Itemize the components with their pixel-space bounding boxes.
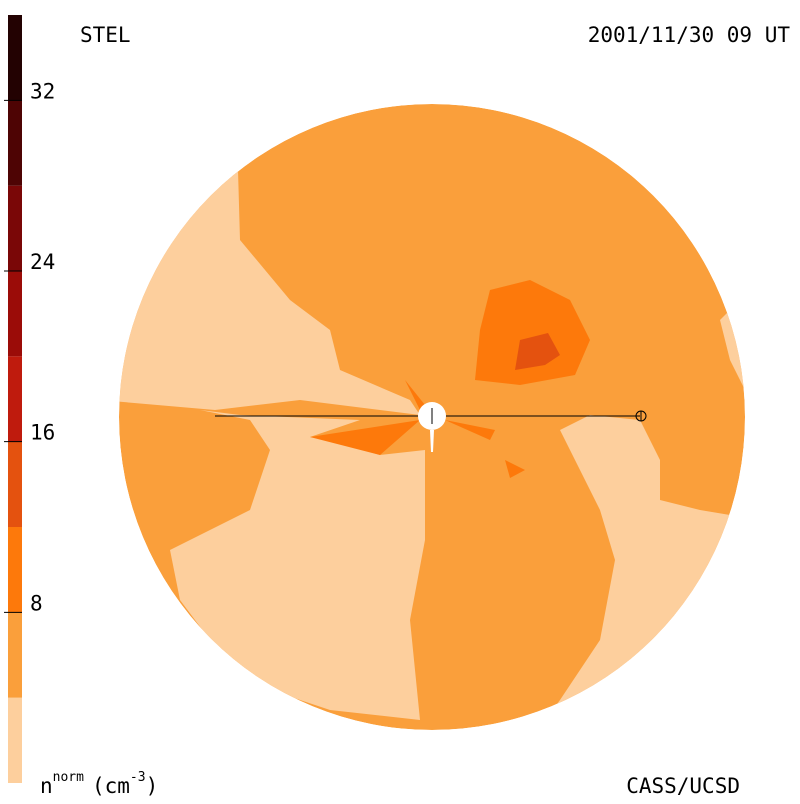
colorbar-segment — [8, 100, 22, 186]
y-tick-label: 16 — [30, 421, 55, 445]
y-tick-label: 24 — [30, 250, 55, 274]
label-base: n — [40, 774, 53, 798]
region-high — [515, 333, 560, 370]
colorbar-segment — [8, 697, 22, 783]
region-low — [170, 410, 425, 720]
colorbar-segment — [8, 271, 22, 357]
region-mid — [310, 380, 525, 478]
colorbar-segment — [8, 612, 22, 698]
label-unit-sup: -3 — [130, 770, 146, 785]
y-tick-label: 8 — [30, 591, 43, 615]
colorbar-segment — [8, 527, 22, 613]
sun-tail — [430, 430, 434, 452]
chart-subtitle: 2001/11/30 09 UT — [588, 23, 791, 47]
colorbar-segment — [8, 15, 22, 101]
colorbar-label: nnorm (cm-3) — [40, 770, 158, 798]
density-map — [119, 104, 745, 730]
colorbar-segment — [8, 356, 22, 442]
y-tick-label: 32 — [30, 79, 55, 103]
region-mid — [475, 280, 590, 385]
label-unit: (cm — [92, 774, 130, 798]
chart-title: STEL — [80, 23, 131, 47]
label-close: ) — [146, 774, 159, 798]
label-sup: norm — [53, 770, 84, 785]
credit: CASS/UCSD — [626, 774, 740, 798]
colorbar-segment — [8, 185, 22, 271]
colorbar-segment — [8, 441, 22, 527]
